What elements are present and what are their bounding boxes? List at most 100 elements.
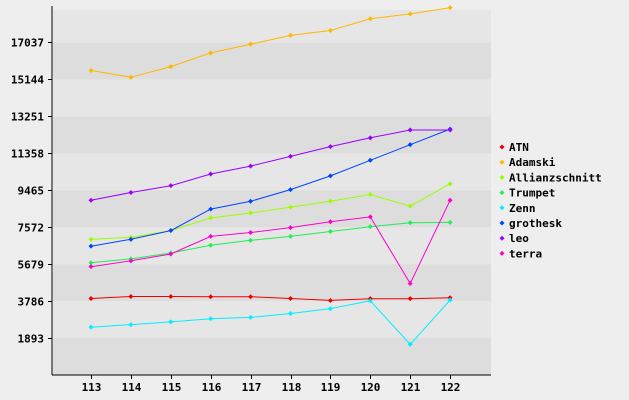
legend-marker-icon — [499, 190, 505, 196]
data-point-zenn — [447, 297, 453, 303]
legend-marker-icon — [499, 235, 505, 241]
y-tick-label: 17037 — [11, 37, 44, 50]
x-tick-label: 120 — [361, 381, 381, 394]
data-point-leo — [288, 153, 293, 159]
data-point-allianzschnitt — [248, 210, 254, 216]
grid-bands — [53, 10, 491, 375]
grid-band — [53, 264, 491, 302]
data-point-zenn — [128, 322, 134, 328]
data-point-adamski — [128, 74, 134, 80]
grid-band — [53, 301, 491, 339]
data-point-zenn — [248, 314, 254, 320]
series-line-leo — [90, 129, 451, 201]
series-line-grothesk — [90, 128, 451, 247]
data-point-grothesk — [128, 236, 134, 242]
y-tick-label: 1893 — [18, 333, 45, 346]
data-point-adamski — [88, 68, 94, 74]
legend-label: Allianzschnitt — [509, 171, 602, 184]
data-point-allianzschnitt — [88, 236, 94, 242]
data-point-adamski — [447, 5, 453, 11]
data-point-allianzschnitt — [327, 198, 333, 204]
data-point-zenn — [367, 298, 373, 304]
x-tick-label: 114 — [122, 381, 142, 394]
data-point-trumpet — [367, 224, 373, 230]
legend-marker-icon — [499, 144, 505, 150]
data-point-allianzschnitt — [208, 215, 214, 221]
grid-band — [53, 10, 491, 43]
data-point-adamski — [407, 11, 413, 17]
legend-label: leo — [509, 232, 529, 245]
x-tick-label: 122 — [441, 381, 461, 394]
grid-band — [53, 338, 491, 375]
y-tick-label: 7572 — [18, 222, 45, 235]
data-point-terra — [288, 225, 293, 231]
legend-marker-icon — [499, 250, 505, 256]
y-tick-label: 9465 — [18, 185, 45, 198]
y-tick-label: 15144 — [11, 74, 44, 87]
data-point-terra — [248, 230, 254, 236]
data-point-allianzschnitt — [407, 203, 413, 209]
data-point-trumpet — [248, 237, 254, 243]
data-point-terra — [128, 258, 134, 264]
data-point-grothesk — [248, 198, 254, 204]
data-point-grothesk — [88, 243, 94, 249]
data-point-terra — [208, 233, 214, 239]
data-point-terra — [407, 280, 413, 286]
data-point-leo — [248, 163, 254, 169]
y-tick-label: 11358 — [11, 148, 44, 161]
data-point-atn — [88, 295, 94, 301]
data-point-leo — [327, 144, 333, 150]
x-tick-label: 117 — [242, 381, 262, 394]
y-tick-label: 13251 — [11, 111, 44, 124]
data-point-trumpet — [88, 260, 94, 266]
data-point-zenn — [208, 316, 214, 322]
legend-label: grothesk — [509, 217, 562, 230]
series-line-allianzschnitt — [90, 183, 451, 240]
x-tick-label: 118 — [282, 381, 302, 394]
data-point-zenn — [288, 311, 293, 317]
data-point-leo — [128, 190, 134, 195]
data-point-trumpet — [447, 219, 453, 225]
x-axis-ticks: 113 114 115 116 117 118 119 120 121 122 — [82, 375, 461, 394]
data-point-leo — [208, 171, 214, 177]
legend: ATN Adamski Allianzschnitt Trumpet Zenn groth… — [499, 141, 602, 260]
data-point-allianzschnitt — [288, 204, 293, 210]
grid-band — [53, 116, 491, 154]
data-point-grothesk — [168, 228, 174, 234]
series-lines — [90, 7, 451, 346]
data-point-adamski — [248, 41, 254, 47]
y-axis-ticks: 1893 3786 5679 7572 9465 11358 13251 15144 17037 — [11, 37, 52, 346]
data-point-atn — [407, 296, 413, 302]
data-point-terra — [447, 197, 453, 203]
data-point-zenn — [88, 324, 94, 330]
data-point-atn — [208, 294, 214, 300]
legend-label: terra — [509, 247, 542, 260]
x-tick-label: 113 — [82, 381, 102, 394]
data-point-trumpet — [327, 229, 333, 235]
legend-label: ATN — [509, 141, 529, 154]
data-point-atn — [327, 297, 333, 303]
data-point-atn — [168, 294, 174, 300]
legend-label: Adamski — [509, 156, 556, 169]
data-point-leo — [407, 127, 413, 133]
data-point-leo — [168, 183, 174, 189]
data-point-leo — [447, 127, 453, 133]
x-tick-label: 116 — [202, 381, 222, 394]
data-point-trumpet — [407, 220, 413, 226]
data-point-trumpet — [208, 242, 214, 248]
data-point-adamski — [168, 64, 174, 70]
data-point-adamski — [208, 50, 214, 56]
series-points — [88, 5, 453, 347]
data-point-adamski — [288, 32, 293, 38]
grid-band — [53, 153, 491, 191]
legend-marker-icon — [499, 220, 505, 226]
data-point-terra — [367, 214, 373, 220]
series-line-terra — [90, 200, 451, 285]
series-line-zenn — [90, 299, 451, 346]
data-point-grothesk — [208, 206, 214, 212]
data-point-terra — [168, 251, 174, 257]
data-point-grothesk — [288, 187, 293, 193]
data-point-atn — [288, 295, 293, 301]
